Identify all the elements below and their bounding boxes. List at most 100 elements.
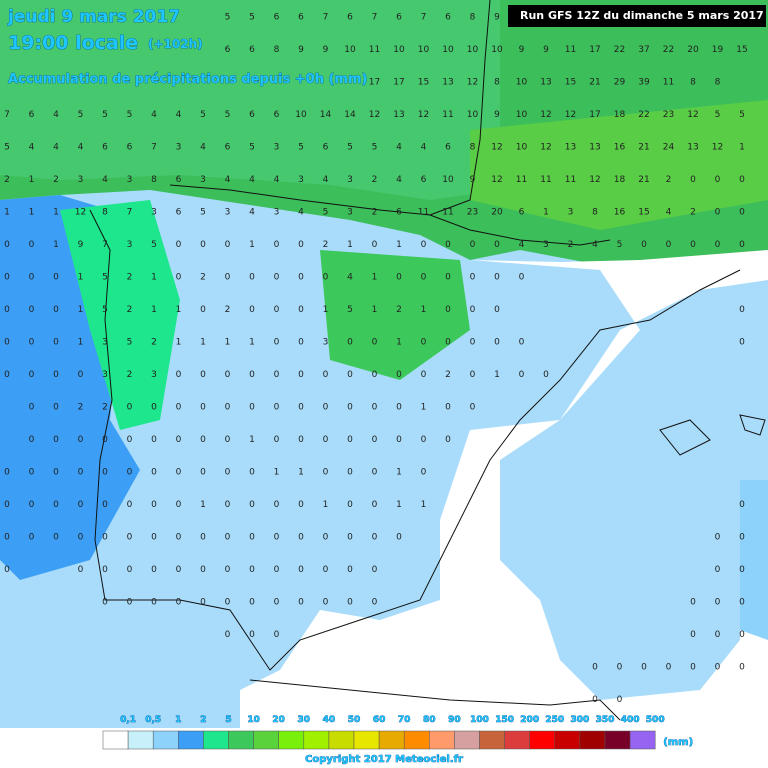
grid-value: 0 [641, 663, 647, 673]
legend-label: 500 [646, 715, 665, 725]
grid-value: 0 [690, 175, 696, 185]
grid-value: 0 [347, 370, 353, 380]
grid-value: 0 [200, 468, 206, 478]
grid-value: 0 [249, 305, 255, 315]
grid-value: 0 [225, 273, 231, 283]
grid-value: 0 [151, 500, 157, 510]
grid-value: 5 [200, 208, 206, 218]
grid-value: 2 [445, 370, 451, 380]
grid-value: 0 [249, 403, 255, 413]
legend: 0,1 0,5 1 2 5 10 20 30 40 50 60 70 80 90 100 150 200 250 3… [102, 715, 693, 750]
grid-value: 7 [372, 13, 378, 23]
grid-value: 0 [176, 500, 182, 510]
grid-value: 5 [127, 338, 133, 348]
grid-value: 8 [470, 143, 476, 153]
grid-value: 0 [298, 305, 304, 315]
legend-label: 50 [348, 715, 361, 725]
grid-value: 0 [715, 663, 721, 673]
grid-value: 0 [200, 533, 206, 543]
grid-value: 7 [4, 110, 10, 120]
grid-value: 0 [323, 533, 329, 543]
grid-value: 0 [274, 240, 280, 250]
grid-value: 23 [467, 208, 478, 218]
grid-value: 0 [127, 533, 133, 543]
grid-value: 0 [29, 468, 35, 478]
grid-value: 10 [516, 78, 528, 88]
grid-value: 12 [589, 175, 600, 185]
grid-value: 0 [666, 663, 672, 673]
grid-value: 0 [29, 435, 35, 445]
grid-value: 5 [4, 143, 10, 153]
grid-value: 11 [565, 175, 576, 185]
grid-value: 0 [151, 598, 157, 608]
grid-value: 6 [323, 143, 329, 153]
grid-value: 0 [249, 533, 255, 543]
grid-value: 0 [690, 598, 696, 608]
grid-value: 0 [739, 533, 745, 543]
grid-value: 3 [151, 370, 157, 380]
grid-value: 10 [467, 45, 479, 55]
grid-value: 0 [151, 435, 157, 445]
legend-label: 10 [247, 715, 260, 725]
grid-value: 0 [274, 273, 280, 283]
grid-value: 3 [274, 208, 280, 218]
grid-value: 11 [516, 175, 527, 185]
grid-value: 3 [274, 143, 280, 153]
grid-value: 3 [102, 338, 108, 348]
grid-value: 0 [445, 273, 451, 283]
grid-value: 0 [274, 565, 280, 575]
grid-value: 12 [491, 175, 502, 185]
grid-value: 0 [715, 533, 721, 543]
grid-value: 13 [540, 78, 551, 88]
grid-value: 11 [663, 78, 674, 88]
grid-value: 23 [663, 110, 674, 120]
grid-value: 2 [690, 208, 696, 218]
subtitle: Accumulation de précipitations depuis +0… [8, 72, 367, 87]
grid-value: 21 [638, 175, 649, 185]
grid-value: 0 [102, 468, 108, 478]
grid-value: 17 [393, 78, 404, 88]
grid-value: 0 [249, 565, 255, 575]
grid-value: 4 [396, 143, 402, 153]
grid-value: 0 [470, 370, 476, 380]
grid-value: 0 [274, 370, 280, 380]
grid-value: 0 [274, 435, 280, 445]
balearic-islands [659, 414, 766, 456]
grid-value: 0 [53, 500, 59, 510]
grid-value: 0 [176, 435, 182, 445]
grid-value: 1 [396, 500, 402, 510]
grid-value: 11 [369, 45, 380, 55]
grid-value: 18 [614, 175, 626, 185]
grid-value: 0 [372, 435, 378, 445]
grid-value: 5 [102, 110, 108, 120]
grid-value: 0 [53, 370, 59, 380]
grid-value: 0 [298, 370, 304, 380]
legend-label: 2 [200, 715, 206, 725]
grid-value: 0 [372, 565, 378, 575]
grid-value: 0 [78, 500, 84, 510]
grid-value: 0 [323, 273, 329, 283]
grid-value: 39 [638, 78, 650, 88]
grid-value: 1 [543, 208, 549, 218]
grid-value: 1 [29, 175, 35, 185]
grid-value: 1 [4, 208, 10, 218]
grid-value: 0 [225, 370, 231, 380]
grid-value: 15 [418, 78, 429, 88]
grid-value: 5 [102, 305, 108, 315]
grid-value: 0 [176, 468, 182, 478]
grid-value: 3 [323, 338, 329, 348]
grid-value: 0 [225, 240, 231, 250]
grid-value: 20 [687, 45, 699, 55]
grid-value: 5 [298, 143, 304, 153]
grid-value: 2 [666, 175, 672, 185]
grid-value: 5 [323, 208, 329, 218]
legend-label: 70 [398, 715, 411, 725]
grid-value: 0 [323, 565, 329, 575]
grid-value: 12 [491, 143, 502, 153]
grid-value: 0 [249, 468, 255, 478]
legend-label: 150 [495, 715, 514, 725]
grid-value: 0 [421, 240, 427, 250]
grid-value: 3 [347, 208, 353, 218]
grid-value: 10 [467, 110, 479, 120]
grid-value: 0 [102, 500, 108, 510]
